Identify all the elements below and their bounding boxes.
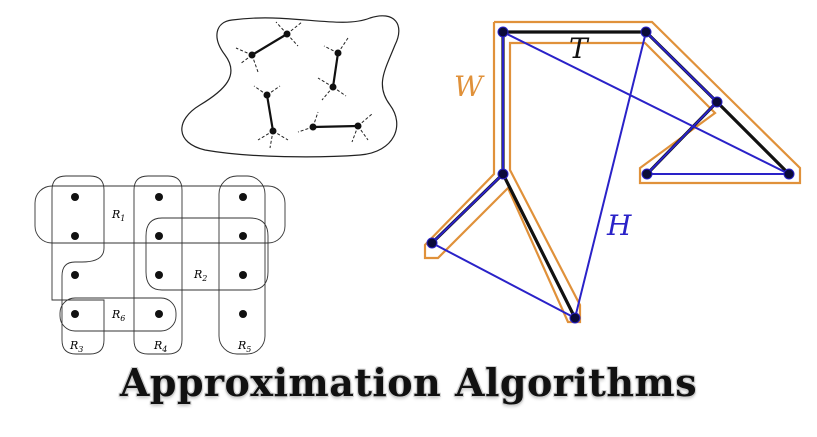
set-r1 bbox=[34, 185, 286, 244]
forest-blob-diagram bbox=[181, 15, 400, 158]
set-cover-diagram: R1 R2 R3 R4 R5 R6 bbox=[34, 175, 286, 355]
tsp-nodes bbox=[426, 26, 795, 324]
set-label-r2: R2 bbox=[193, 268, 207, 283]
label-h: H bbox=[606, 209, 632, 242]
set-r4 bbox=[133, 175, 183, 355]
tsp-approximation-diagram: W T H bbox=[423, 20, 802, 324]
set-elements bbox=[71, 193, 247, 318]
set-outlines bbox=[34, 175, 286, 355]
walk-w-path bbox=[423, 20, 802, 324]
set-r6 bbox=[59, 297, 177, 332]
set-label-r5: R5 bbox=[237, 339, 251, 354]
set-label-r3: R3 bbox=[69, 339, 83, 354]
set-label-r1: R1 bbox=[111, 208, 125, 223]
blob-outline bbox=[181, 15, 400, 158]
label-t: T bbox=[569, 32, 590, 65]
set-r3 bbox=[51, 175, 105, 355]
set-label-r6: R6 bbox=[111, 308, 125, 323]
forest-nodes bbox=[248, 30, 362, 135]
set-label-r4: R4 bbox=[153, 339, 167, 354]
set-r5 bbox=[218, 175, 266, 355]
set-r2 bbox=[145, 217, 269, 291]
page-title: Approximation Algorithms bbox=[119, 360, 698, 405]
hamiltonian-h-cycle bbox=[431, 31, 790, 319]
label-w: W bbox=[454, 70, 485, 103]
forest-edges-dashed bbox=[235, 21, 373, 149]
forest-edges-solid bbox=[251, 33, 359, 132]
